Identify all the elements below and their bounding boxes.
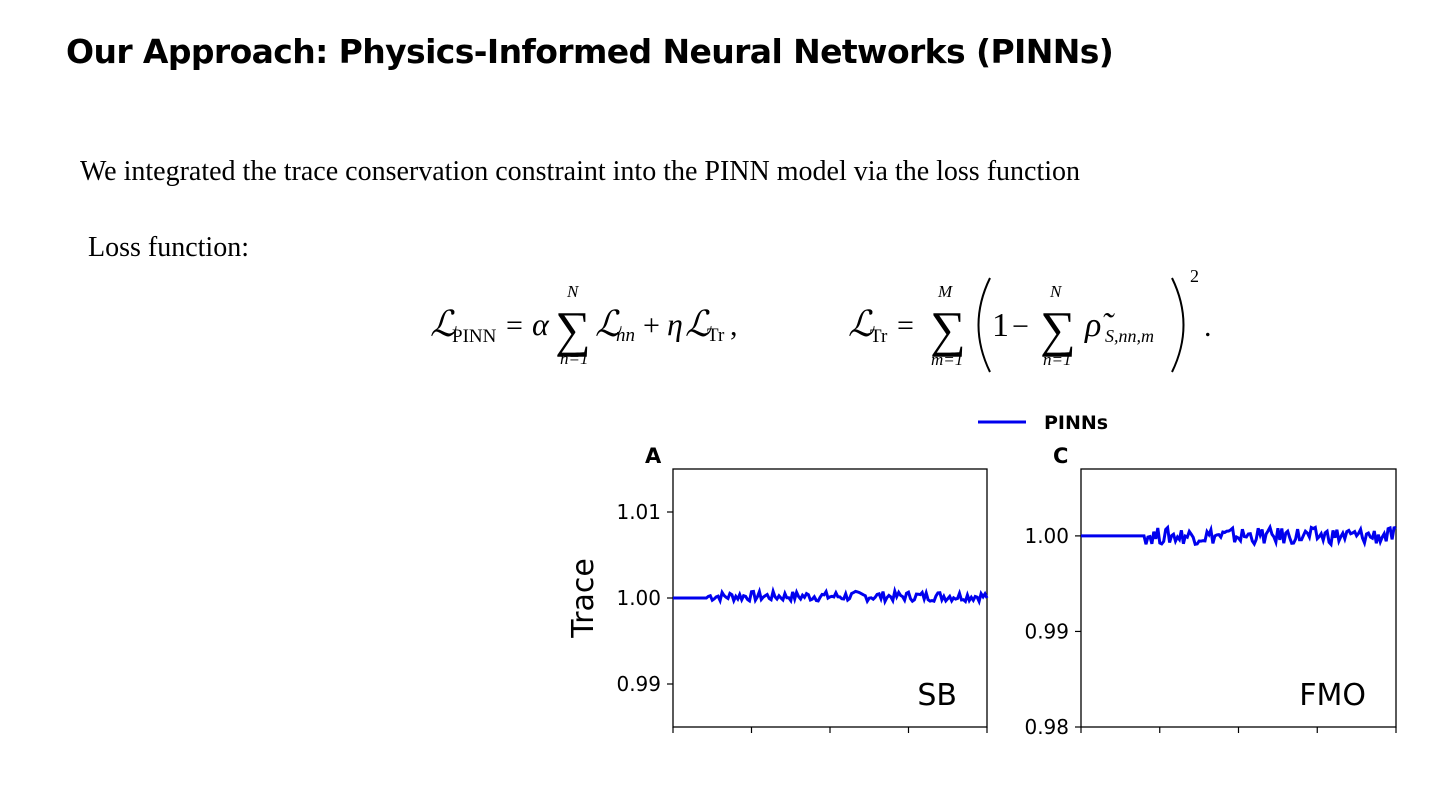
loss-subscript-nn: nn [616,325,635,346]
sum-upper-limit-n: N [1049,282,1063,301]
series-line-pinns [1081,523,1397,548]
summation-sign-n: ∑ [1040,301,1076,357]
chart-legend: PINNs [978,412,1108,434]
loss-symbol: ℒ [595,304,622,344]
chart-panel-c: C 0.98 0.99 1.00 FMO [1024,444,1397,739]
sum-upper-limit: N [566,282,580,301]
plus-sign: + [643,309,660,342]
loss-equations: ℒ PINN = α ∑ N n=1 ℒ nn + η ℒ Tr , ℒ Tr … [430,266,1212,373]
body-text: We integrated the trace conservation con… [80,156,1081,187]
panel-annotation: FMO [1299,678,1366,713]
right-parenthesis [1171,277,1185,373]
eta-symbol: η [667,306,683,342]
panel-label: A [645,444,662,468]
comma: , [730,309,738,342]
minus-sign: − [1012,310,1029,343]
y-tick-label: 1.00 [616,586,661,610]
sum-lower-limit: n=1 [560,349,588,368]
series-line-pinns [673,585,989,606]
period: . [1204,310,1212,343]
summation-sign-m: ∑ [930,301,966,357]
legend-label: PINNs [1044,412,1108,434]
left-parenthesis [977,277,991,373]
y-tick-label: 1.01 [616,500,661,524]
loss-subscript-tr: Tr [870,326,888,347]
loss-symbol: ℒ [848,304,875,344]
alpha-symbol: α [532,306,550,342]
sum-lower-limit-n: n=1 [1043,350,1071,369]
equals-sign: = [506,309,523,342]
panel-label: C [1053,444,1068,468]
number-one: 1 [992,307,1009,344]
exponent-two: 2 [1190,266,1199,286]
y-axis-label: Trace [566,558,601,639]
y-tick-label: 0.98 [1024,715,1069,739]
slide-title: Our Approach: Physics-Informed Neural Ne… [66,32,1114,71]
summation-sign: ∑ [555,301,591,357]
charts-host: A 0.99 1.00 1.01 Trace SB C 0.98 0.99 1.00 FMO [566,444,1397,739]
loss-subscript-tr: Tr [707,325,725,346]
pinn-loss-equation: ℒ PINN = α ∑ N n=1 ℒ nn + η ℒ Tr , [430,282,738,368]
loss-symbol: ℒ [685,304,712,344]
y-tick-label: 0.99 [616,672,661,696]
chart-panel-a: A 0.99 1.00 1.01 Trace SB [566,444,989,733]
trace-loss-equation: ℒ Tr = ∑ M m=1 1 − ∑ N n=1 ρ̃ S,nn,m 2 . [848,266,1212,373]
y-tick-label: 1.00 [1024,524,1069,548]
loss-function-label: Loss function: [88,232,249,263]
y-tick-label: 0.99 [1024,619,1069,643]
loss-subscript-pinn: PINN [452,326,497,347]
equals-sign: = [897,309,914,342]
sum-lower-limit-m: m=1 [931,350,963,369]
panel-annotation: SB [917,678,957,713]
rho-subscript: S,nn,m [1105,326,1154,346]
loss-symbol: ℒ [430,304,457,344]
sum-upper-limit-m: M [937,282,953,301]
